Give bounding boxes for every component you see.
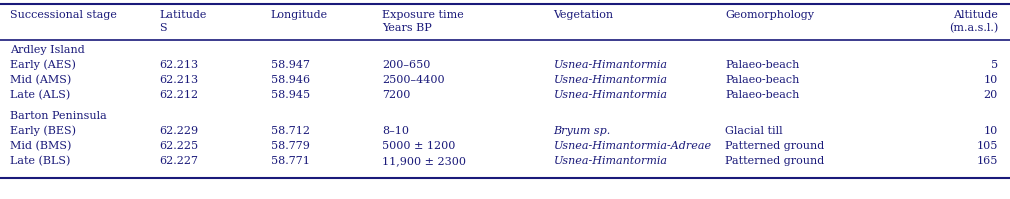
Text: Ardley Island: Ardley Island [10,45,85,55]
Text: 62.227: 62.227 [160,156,199,166]
Text: S: S [160,23,168,33]
Text: Exposure time: Exposure time [382,10,464,20]
Text: Late (ALS): Late (ALS) [10,90,71,100]
Text: 2500–4400: 2500–4400 [382,75,444,85]
Text: Geomorphology: Geomorphology [725,10,814,20]
Text: 62.213: 62.213 [160,60,199,70]
Text: 62.212: 62.212 [160,90,199,100]
Text: Usnea-Himantormia-Adreae: Usnea-Himantormia-Adreae [553,141,712,151]
Text: Bryum sp.: Bryum sp. [553,126,611,136]
Text: Usnea-Himantormia: Usnea-Himantormia [553,90,668,100]
Text: 58.947: 58.947 [271,60,310,70]
Text: Successional stage: Successional stage [10,10,117,20]
Text: Usnea-Himantormia: Usnea-Himantormia [553,60,668,70]
Text: Patterned ground: Patterned ground [725,141,824,151]
Text: 11,900 ± 2300: 11,900 ± 2300 [382,156,466,166]
Text: Palaeo-beach: Palaeo-beach [725,90,800,100]
Text: Vegetation: Vegetation [553,10,614,20]
Text: 58.712: 58.712 [271,126,310,136]
Text: 58.946: 58.946 [271,75,310,85]
Text: 62.225: 62.225 [160,141,199,151]
Text: 105: 105 [977,141,998,151]
Text: Glacial till: Glacial till [725,126,783,136]
Text: 8–10: 8–10 [382,126,409,136]
Text: Mid (BMS): Mid (BMS) [10,141,72,151]
Text: Usnea-Himantormia: Usnea-Himantormia [553,75,668,85]
Text: 10: 10 [984,75,998,85]
Text: 5000 ± 1200: 5000 ± 1200 [382,141,456,151]
Text: 58.771: 58.771 [271,156,309,166]
Text: 20: 20 [984,90,998,100]
Text: 5: 5 [991,60,998,70]
Text: 58.779: 58.779 [271,141,309,151]
Text: Latitude: Latitude [160,10,207,20]
Text: 165: 165 [977,156,998,166]
Text: 10: 10 [984,126,998,136]
Text: Early (BES): Early (BES) [10,126,76,136]
Text: Patterned ground: Patterned ground [725,156,824,166]
Text: 58.945: 58.945 [271,90,310,100]
Text: Early (AES): Early (AES) [10,60,76,70]
Text: Late (BLS): Late (BLS) [10,156,71,166]
Text: Barton Peninsula: Barton Peninsula [10,111,107,121]
Text: Usnea-Himantormia: Usnea-Himantormia [553,156,668,166]
Text: Altitude: Altitude [953,10,998,20]
Text: Palaeo-beach: Palaeo-beach [725,60,800,70]
Text: Palaeo-beach: Palaeo-beach [725,75,800,85]
Text: (m.a.s.l.): (m.a.s.l.) [948,23,998,33]
Text: Mid (AMS): Mid (AMS) [10,75,72,85]
Text: 62.229: 62.229 [160,126,199,136]
Text: Longitude: Longitude [271,10,328,20]
Text: Years BP: Years BP [382,23,431,33]
Text: 62.213: 62.213 [160,75,199,85]
Text: 7200: 7200 [382,90,410,100]
Text: 200–650: 200–650 [382,60,430,70]
